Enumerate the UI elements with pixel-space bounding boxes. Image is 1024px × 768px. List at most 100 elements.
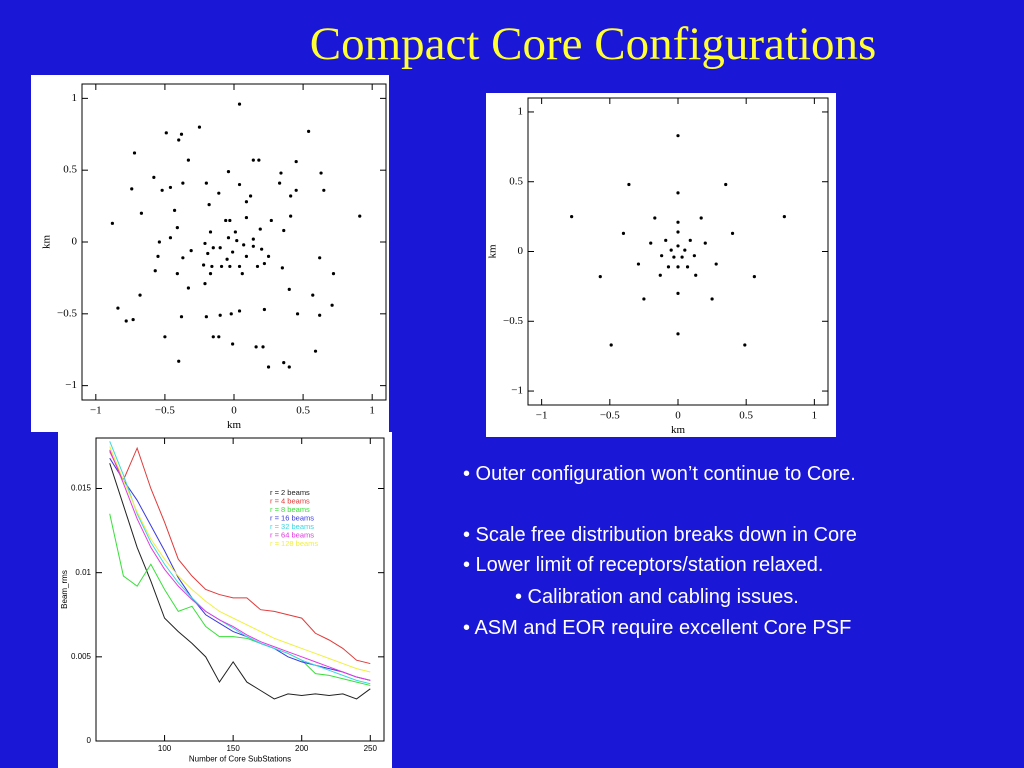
point	[269, 218, 273, 223]
point	[116, 306, 120, 310]
point	[311, 293, 315, 297]
point	[233, 230, 237, 234]
point	[279, 171, 283, 175]
point	[217, 335, 221, 339]
point	[724, 182, 728, 187]
point	[289, 214, 293, 218]
point	[260, 247, 264, 251]
point	[225, 257, 229, 261]
point	[204, 315, 208, 319]
point	[621, 231, 626, 235]
point	[295, 312, 300, 316]
point	[235, 238, 239, 243]
chart: 100 150 200 250 0 0.005 0.01 0.015 Number of Cor…	[58, 432, 392, 768]
point	[244, 200, 249, 204]
point	[244, 254, 249, 258]
point	[743, 343, 747, 347]
point	[676, 244, 680, 248]
x-tick-label: 0	[675, 410, 681, 422]
point	[282, 361, 286, 365]
point	[688, 238, 692, 242]
point	[570, 215, 574, 219]
point	[206, 251, 210, 256]
x-axis-label: km	[671, 424, 686, 436]
x-tick-label: 200	[295, 744, 309, 753]
point	[251, 237, 255, 241]
point	[318, 256, 322, 260]
point	[207, 203, 211, 207]
series-line	[109, 449, 371, 681]
point	[210, 264, 214, 269]
plot-frame	[95, 437, 385, 742]
point	[181, 181, 185, 185]
series-line	[109, 446, 371, 673]
point	[669, 248, 673, 252]
slide-title: Compact Core Configurations	[309, 18, 877, 70]
legend-label: r = 16 beams	[270, 513, 314, 522]
point	[177, 138, 181, 142]
point	[598, 275, 602, 279]
legend-label: r = 32 beams	[270, 522, 314, 531]
point	[186, 286, 190, 290]
point	[219, 264, 224, 269]
x-tick-label: −0.5	[600, 410, 620, 422]
series-line	[109, 446, 371, 665]
point	[231, 342, 235, 346]
point	[266, 365, 271, 369]
point	[153, 269, 157, 273]
point	[237, 309, 242, 313]
point	[294, 159, 298, 164]
y-tick-label: −0.5	[503, 315, 523, 327]
y-tick-label: 1	[72, 92, 78, 104]
y-tick-label: 0	[518, 245, 524, 257]
point	[168, 236, 173, 240]
point	[177, 359, 181, 363]
point	[218, 313, 222, 317]
y-tick-label: 0.01	[75, 568, 91, 577]
x-tick-label: 0	[231, 405, 237, 417]
x-tick-label: −1	[536, 410, 548, 422]
point	[181, 256, 185, 260]
point	[208, 272, 213, 276]
point	[244, 215, 249, 220]
point	[627, 182, 631, 187]
point	[110, 221, 114, 225]
point	[319, 171, 323, 175]
bullet: • Calibration and cabling issues.	[515, 586, 799, 608]
y-tick-label: −1	[65, 379, 77, 391]
point	[660, 254, 664, 258]
point	[282, 228, 286, 233]
point	[294, 188, 298, 192]
plot-frame	[527, 97, 829, 406]
point	[203, 241, 207, 246]
point	[287, 287, 291, 291]
legend-label: r = 4 beams	[270, 496, 310, 505]
point	[703, 241, 707, 245]
point	[710, 297, 714, 301]
point	[609, 343, 613, 347]
point	[254, 345, 258, 349]
point	[217, 191, 221, 195]
y-axis-label: km	[487, 244, 499, 259]
x-axis-label: km	[227, 419, 242, 431]
y-tick-label: 0	[87, 736, 92, 745]
point	[172, 208, 177, 212]
x-tick-label: −1	[90, 405, 102, 417]
point	[676, 230, 680, 234]
series-line	[109, 441, 371, 685]
point	[208, 230, 213, 234]
point	[138, 293, 142, 297]
series-line	[109, 463, 371, 700]
plot-frame	[81, 83, 387, 401]
x-tick-label: −0.5	[155, 405, 175, 417]
point	[168, 185, 173, 190]
point	[189, 249, 193, 253]
y-tick-label: 0.015	[71, 484, 92, 493]
point	[211, 335, 215, 339]
point	[224, 218, 228, 223]
legend-label: r = 64 beams	[270, 530, 314, 539]
point	[202, 263, 206, 267]
point	[653, 216, 657, 220]
point	[636, 262, 641, 266]
point	[255, 264, 260, 269]
